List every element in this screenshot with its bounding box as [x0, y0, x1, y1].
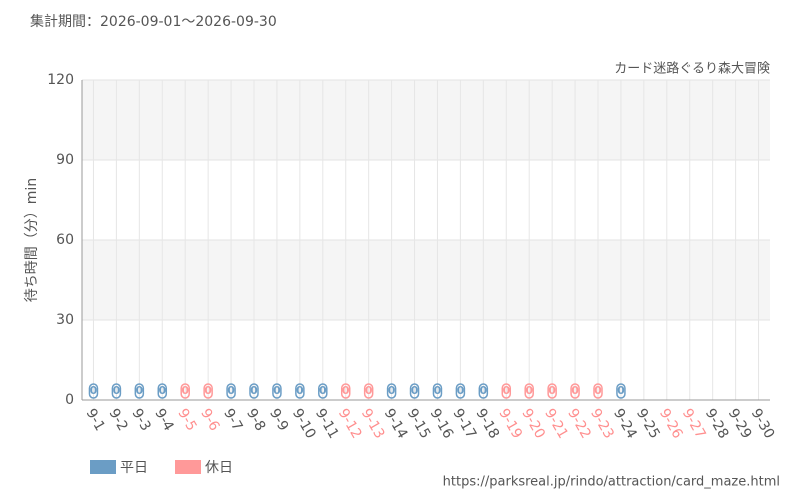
value-label: 0	[457, 384, 465, 397]
value-label-box	[547, 383, 557, 399]
x-tick-label: 9-20	[518, 406, 548, 442]
value-label-box	[134, 383, 145, 399]
y-tick-label: 30	[56, 312, 74, 328]
value-label: 0	[181, 384, 189, 397]
x-tick-label: 9-21	[541, 406, 571, 442]
value-label: 0	[342, 384, 350, 397]
value-label-box	[478, 383, 489, 399]
y-tick-label: 120	[47, 72, 74, 88]
value-label-box	[409, 383, 420, 399]
x-tick-label: 9-3	[128, 406, 153, 434]
value-label: 0	[296, 384, 304, 397]
value-label-box	[180, 383, 190, 399]
value-label: 0	[113, 384, 121, 397]
x-tick-label: 9-16	[427, 406, 457, 442]
x-tick-label: 9-28	[702, 406, 732, 442]
plot-band	[82, 240, 770, 320]
value-label-box	[318, 383, 328, 399]
value-label: 0	[411, 384, 419, 397]
value-label-box	[157, 383, 168, 399]
value-label-box	[455, 383, 466, 399]
x-tick-label: 9-6	[197, 406, 222, 434]
value-label: 0	[319, 384, 327, 397]
x-tick-label: 9-2	[105, 406, 130, 434]
x-tick-label: 9-27	[679, 406, 709, 442]
x-tick-label: 9-22	[564, 406, 594, 442]
legend-swatch	[175, 460, 201, 474]
y-axis-label: 待ち時間（分）min	[24, 178, 40, 302]
x-tick-label: 9-1	[83, 406, 108, 434]
value-label: 0	[525, 384, 533, 397]
x-tick-label: 9-12	[335, 406, 365, 442]
x-tick-label: 9-18	[472, 406, 502, 442]
value-label-box	[524, 383, 534, 399]
value-label-box	[432, 383, 443, 399]
value-label: 0	[136, 384, 144, 397]
y-tick-label: 60	[56, 232, 74, 248]
y-tick-label: 0	[65, 392, 74, 408]
value-label: 0	[273, 384, 281, 397]
value-label-box	[272, 383, 282, 399]
value-label-box	[363, 383, 374, 399]
x-tick-label: 9-15	[404, 406, 434, 442]
x-tick-label: 9-17	[449, 406, 479, 442]
x-tick-label: 9-19	[495, 406, 525, 442]
x-tick-label: 9-10	[289, 406, 319, 442]
x-tick-label: 9-24	[610, 406, 640, 442]
value-label: 0	[548, 384, 556, 397]
legend-swatch	[90, 460, 116, 474]
value-label-box	[386, 383, 397, 399]
x-tick-label: 9-8	[243, 406, 268, 434]
value-label: 0	[617, 384, 625, 397]
chart-subtitle: カード迷路ぐるり森大冒険	[614, 61, 770, 77]
x-tick-label: 9-5	[174, 406, 199, 434]
value-label-box	[593, 383, 603, 399]
value-label: 0	[227, 384, 235, 397]
x-tick-label: 9-29	[725, 406, 755, 442]
value-label-box	[570, 383, 580, 399]
value-label-box	[249, 383, 259, 399]
chart-title: 集計期間：2026-09-01～2026-09-30	[30, 13, 277, 30]
value-label-box	[111, 383, 122, 399]
x-tick-label: 9-23	[587, 406, 617, 442]
value-label-box	[295, 383, 305, 399]
value-label: 0	[480, 384, 488, 397]
plot-band	[82, 80, 770, 160]
x-tick-label: 9-14	[381, 406, 411, 442]
value-label: 0	[90, 384, 98, 397]
value-label-box	[616, 383, 626, 399]
value-label: 0	[365, 384, 373, 397]
source-url: https://parksreal.jp/rindo/attraction/ca…	[443, 475, 780, 490]
value-label-box	[226, 383, 236, 399]
legend-label: 休日	[205, 460, 233, 476]
x-tick-label: 9-11	[312, 406, 342, 442]
value-label-box	[203, 383, 213, 399]
y-tick-label: 90	[56, 152, 74, 168]
x-tick-label: 9-7	[220, 406, 245, 434]
value-label: 0	[204, 384, 212, 397]
value-label: 0	[502, 384, 510, 397]
x-tick-label: 9-25	[633, 406, 663, 442]
x-tick-label: 9-26	[656, 406, 686, 442]
legend-label: 平日	[120, 460, 148, 476]
x-tick-label: 9-9	[266, 406, 291, 434]
value-label: 0	[571, 384, 579, 397]
value-label: 0	[434, 384, 442, 397]
value-label-box	[340, 383, 351, 399]
x-tick-label: 9-4	[151, 406, 176, 434]
value-label: 0	[158, 384, 166, 397]
x-tick-label: 9-13	[358, 406, 388, 442]
value-label-box	[88, 383, 99, 399]
value-label: 0	[388, 384, 396, 397]
x-tick-label: 9-30	[748, 406, 778, 442]
value-label: 0	[594, 384, 602, 397]
value-label: 0	[250, 384, 258, 397]
value-label-box	[501, 383, 512, 399]
